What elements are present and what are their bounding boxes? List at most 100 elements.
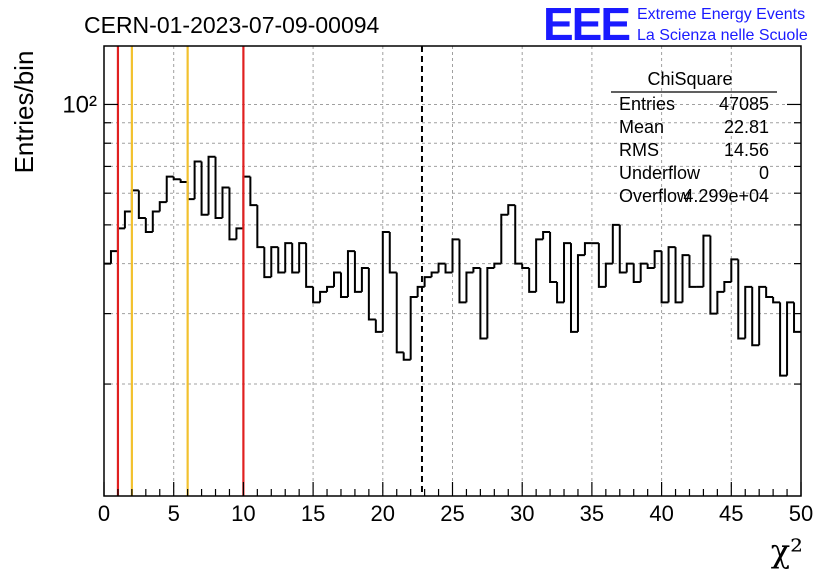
histogram-bin xyxy=(388,231,397,274)
histogram-bin xyxy=(144,218,153,233)
histogram-bin xyxy=(660,251,669,304)
histogram-bin xyxy=(563,242,571,303)
histogram-bin xyxy=(158,201,167,212)
histogram-bin xyxy=(786,301,795,376)
histogram-bin xyxy=(409,296,418,360)
histogram-bin xyxy=(235,227,244,240)
histogram-bin xyxy=(312,286,321,304)
histogram-bin xyxy=(333,271,341,287)
histogram-bin xyxy=(514,205,523,265)
histogram-bin xyxy=(479,268,488,340)
histogram-bin xyxy=(465,271,474,303)
histogram-bin xyxy=(123,210,132,229)
stat-label-entries: Entries xyxy=(619,94,675,114)
histogram-bin xyxy=(305,243,314,288)
histogram-bin xyxy=(109,250,118,264)
x-tick-label: 50 xyxy=(789,501,813,526)
histogram-bin xyxy=(500,213,509,264)
histogram-bin xyxy=(165,175,174,203)
histogram-bin xyxy=(730,258,739,282)
stat-label-mean: Mean xyxy=(619,117,664,137)
histogram-bin xyxy=(758,285,767,346)
histogram-bin xyxy=(193,160,202,200)
histogram-bin xyxy=(737,259,746,340)
histogram-bin xyxy=(688,255,697,288)
x-tick-label: 30 xyxy=(510,501,534,526)
eee-logo: EEE Extreme Energy Events La Scienza nel… xyxy=(543,0,808,50)
stat-label-underflow: Underflow xyxy=(619,163,701,183)
x-tick-label: 25 xyxy=(440,501,464,526)
y-axis-title: Entries/bin xyxy=(9,51,39,174)
x-tick-label: 0 xyxy=(98,501,110,526)
x-tick-labels: 0 5 10 15 20 25 30 35 40 45 50 xyxy=(98,501,813,526)
histogram-bin xyxy=(326,285,335,292)
stat-value-entries: 47085 xyxy=(719,94,769,114)
histogram-bin xyxy=(765,286,774,299)
histogram-bin xyxy=(604,262,613,287)
histogram-bin xyxy=(611,223,620,264)
histogram-bin xyxy=(507,204,516,215)
histogram-bin xyxy=(423,276,432,287)
reference-lines xyxy=(116,46,423,496)
histogram-bin xyxy=(674,247,683,304)
histogram-bin xyxy=(535,238,544,292)
histogram-bin xyxy=(374,319,383,333)
histogram-bin xyxy=(207,155,216,215)
stat-value-mean: 22.81 xyxy=(724,117,769,137)
histogram-bin xyxy=(632,263,641,283)
y-tick-labels: 10² xyxy=(62,91,97,118)
histogram-bin xyxy=(709,235,718,315)
histogram-bin xyxy=(569,243,578,333)
histogram-bin xyxy=(556,281,565,304)
histogram-bin xyxy=(583,242,592,256)
histogram-bin xyxy=(284,242,293,273)
stat-value-overflow: 4.299e+04 xyxy=(683,186,769,206)
x-axis-title: χ² xyxy=(771,532,803,570)
stat-value-underflow: 0 xyxy=(759,163,769,183)
stat-label-rms: RMS xyxy=(619,140,659,160)
histogram-bin xyxy=(179,179,188,183)
x-tick-label: 45 xyxy=(719,501,743,526)
histogram-bin xyxy=(291,243,300,274)
histogram-bin xyxy=(744,285,753,339)
histogram-bin xyxy=(277,247,286,274)
x-tick-label: 35 xyxy=(580,501,604,526)
histogram-bin xyxy=(151,210,160,232)
histogram-bin xyxy=(625,262,634,273)
histogram-bin xyxy=(549,231,558,283)
histogram-bin xyxy=(793,302,801,333)
histogram-bin xyxy=(716,290,725,314)
logo-mark: EEE xyxy=(543,0,629,50)
histogram-bin xyxy=(270,246,279,278)
histogram-bin xyxy=(221,186,230,219)
histogram-bin xyxy=(395,272,404,354)
stats-box: ChiSquare Entries 47085 Mean 22.81 RMS 1… xyxy=(611,69,777,206)
x-tick-label: 40 xyxy=(649,501,673,526)
histogram-bin xyxy=(639,262,648,282)
grid-lines xyxy=(104,46,801,496)
logo-line-1: Extreme Energy Events xyxy=(637,6,805,23)
histogram-bin xyxy=(172,176,181,181)
histogram-bin xyxy=(702,234,711,287)
histogram-bin xyxy=(458,239,467,304)
histogram-bin xyxy=(402,352,411,361)
histogram-bin xyxy=(528,268,537,293)
histogram-bin xyxy=(667,246,676,303)
histogram-bin xyxy=(723,280,732,292)
histogram-bin xyxy=(228,187,237,241)
x-tick-label: 10 xyxy=(231,501,255,526)
histogram-series xyxy=(104,155,801,377)
stats-box-title: ChiSquare xyxy=(647,69,732,89)
stat-label-overflow: Overflow xyxy=(619,186,691,206)
x-tick-label: 5 xyxy=(168,501,180,526)
histogram-bin xyxy=(339,272,348,299)
y-tick-label: 10² xyxy=(62,91,97,118)
histogram-bin xyxy=(360,267,369,292)
histogram-bin xyxy=(772,297,781,304)
histogram-bin xyxy=(681,254,690,303)
histogram-bin xyxy=(200,161,209,216)
histogram-bin xyxy=(521,263,530,270)
histogram-title: CERN-01-2023-07-09-00094 xyxy=(84,12,380,38)
histogram-bin xyxy=(298,242,307,273)
